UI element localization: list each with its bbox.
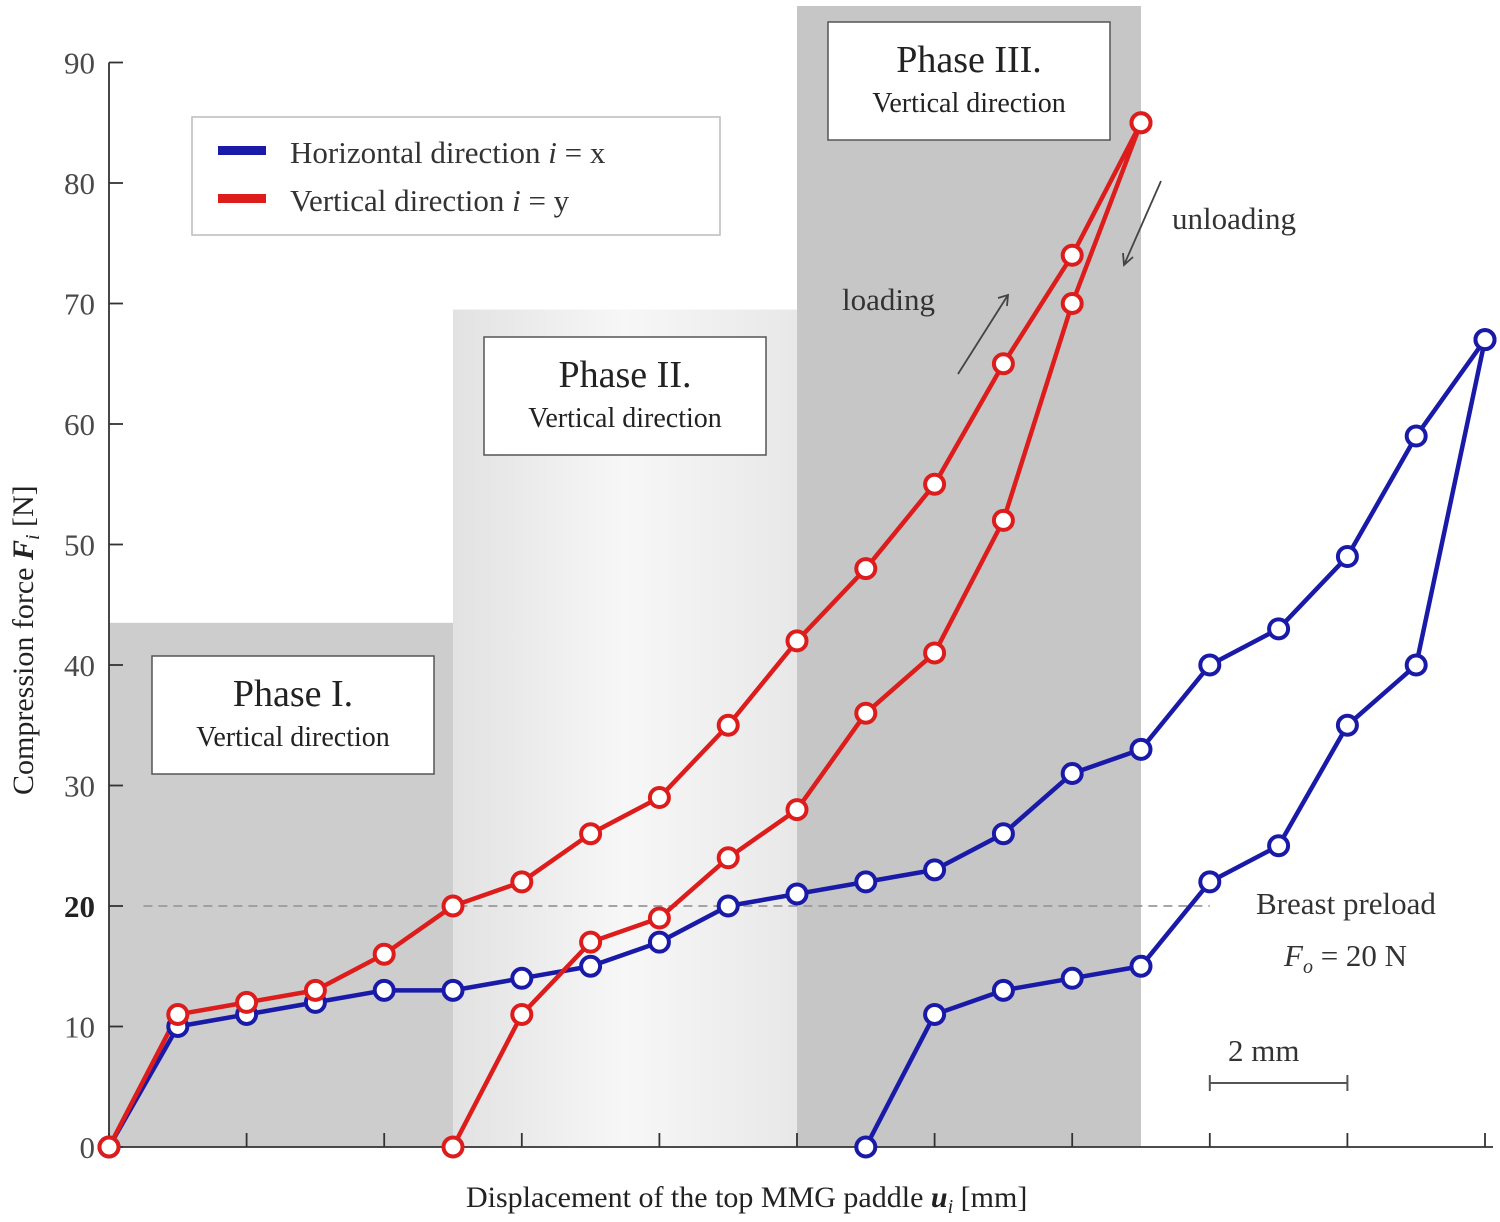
data-point-horizontal	[647, 930, 671, 954]
y-tick-label: 50	[64, 528, 95, 563]
data-point-horizontal	[1060, 966, 1084, 990]
data-point-horizontal	[785, 882, 809, 906]
data-point-vertical	[579, 930, 603, 954]
phase-title-1: Phase I.	[233, 673, 353, 715]
y-tick-label: 40	[64, 648, 95, 683]
data-point-horizontal	[1198, 870, 1222, 894]
data-point-horizontal	[1267, 834, 1291, 858]
y-axis-title: Compression force Fi [N]	[7, 485, 44, 795]
data-point-vertical	[785, 629, 809, 653]
phase-title-3: Phase III.	[896, 39, 1042, 81]
phase-subtitle-1: Vertical direction	[196, 722, 390, 753]
y-tick-label: 90	[64, 46, 95, 81]
phase-layer: Phase I. Vertical direction Phase II. Verti…	[109, 6, 1141, 1147]
preload-equation: Fo = 20 N	[1283, 938, 1407, 978]
data-point-vertical	[1060, 243, 1084, 267]
data-point-horizontal	[923, 1002, 947, 1026]
data-point-vertical	[441, 1135, 465, 1159]
scale-bar	[1208, 1075, 1349, 1091]
data-point-horizontal	[991, 822, 1015, 846]
data-point-vertical	[1129, 111, 1153, 135]
data-point-horizontal	[716, 894, 740, 918]
data-point-vertical	[166, 1002, 190, 1026]
phase-subtitle-3: Vertical direction	[872, 88, 1066, 119]
y-tick-label: 30	[64, 769, 95, 804]
preload-label: Breast preload	[1256, 886, 1436, 921]
legend-swatch-vertical	[218, 194, 266, 203]
legend: Horizontal direction i = x Vertical dire…	[191, 116, 721, 236]
axis-layer: 0 10 20 30 40 50 60 70 80 90	[64, 46, 1493, 1165]
data-point-horizontal	[854, 1135, 878, 1159]
data-point-horizontal	[1473, 328, 1497, 352]
data-point-horizontal	[1267, 617, 1291, 641]
data-point-vertical	[303, 978, 327, 1002]
loading-arrow-head	[997, 293, 1010, 307]
data-point-vertical	[510, 870, 534, 894]
data-point-vertical	[1060, 292, 1084, 315]
data-point-vertical	[647, 906, 671, 930]
data-point-horizontal	[923, 858, 947, 882]
loading-arrow	[957, 294, 1009, 375]
phase-label-box-2	[483, 336, 767, 456]
series-layer	[97, 111, 1497, 1159]
data-point-vertical	[991, 352, 1015, 376]
phase-title-2: Phase II.	[559, 354, 692, 396]
annotation-layer: loading unloading Breast preload Fo = 20…	[842, 180, 1436, 1091]
data-point-vertical	[510, 1002, 534, 1026]
data-point-vertical	[716, 846, 740, 870]
data-point-horizontal	[1404, 424, 1428, 448]
data-point-horizontal	[1335, 545, 1359, 569]
data-point-vertical	[991, 508, 1015, 532]
phase-label-box-3	[827, 21, 1111, 141]
loading-label: loading	[842, 282, 935, 317]
data-point-horizontal	[579, 954, 603, 978]
unloading-label: unloading	[1172, 201, 1296, 236]
data-point-horizontal	[1404, 653, 1428, 677]
phase-label-box-1	[151, 655, 435, 775]
data-point-vertical	[716, 713, 740, 737]
unloading-arrow	[1123, 180, 1162, 266]
data-point-vertical	[97, 1135, 121, 1159]
y-tick-label: 10	[64, 1010, 95, 1045]
data-point-vertical	[235, 990, 259, 1014]
series-line-horizontal-unloading	[863, 339, 1488, 1149]
unloading-arrow-head	[1122, 252, 1134, 267]
data-point-vertical	[923, 641, 947, 665]
y-tick-label: 20	[64, 889, 95, 924]
data-point-horizontal	[510, 966, 534, 990]
data-point-horizontal	[854, 870, 878, 894]
data-point-horizontal	[1198, 653, 1222, 677]
data-point-horizontal	[991, 978, 1015, 1002]
data-point-vertical	[579, 822, 603, 846]
data-point-horizontal	[441, 978, 465, 1002]
legend-label-vertical: Vertical direction i = y	[290, 183, 570, 218]
x-axis-title: Displacement of the top MMG paddle ui [m…	[466, 1181, 1027, 1218]
data-point-vertical	[441, 894, 465, 918]
data-point-horizontal	[1335, 713, 1359, 737]
legend-box	[191, 116, 721, 236]
data-point-horizontal	[1060, 761, 1084, 785]
data-point-vertical	[647, 786, 671, 810]
data-point-vertical	[854, 701, 878, 725]
data-point-horizontal	[1129, 737, 1153, 761]
y-tick-label: 0	[80, 1130, 96, 1165]
y-tick-label: 60	[64, 407, 95, 442]
legend-swatch-horizontal	[218, 146, 266, 155]
data-point-horizontal	[372, 978, 396, 1002]
data-point-horizontal	[1129, 954, 1153, 978]
data-point-vertical	[854, 557, 878, 581]
y-tick-label: 70	[64, 287, 95, 322]
phase-region-3	[797, 6, 1141, 1147]
legend-label-horizontal: Horizontal direction i = x	[290, 135, 606, 170]
phase-subtitle-2: Vertical direction	[528, 403, 722, 434]
y-tick-label: 80	[64, 166, 95, 201]
scale-bar-label: 2 mm	[1228, 1033, 1299, 1068]
data-point-vertical	[923, 472, 947, 496]
data-point-vertical	[785, 798, 809, 822]
series-line-vertical-loading	[107, 121, 1143, 1149]
data-point-vertical	[372, 942, 396, 966]
